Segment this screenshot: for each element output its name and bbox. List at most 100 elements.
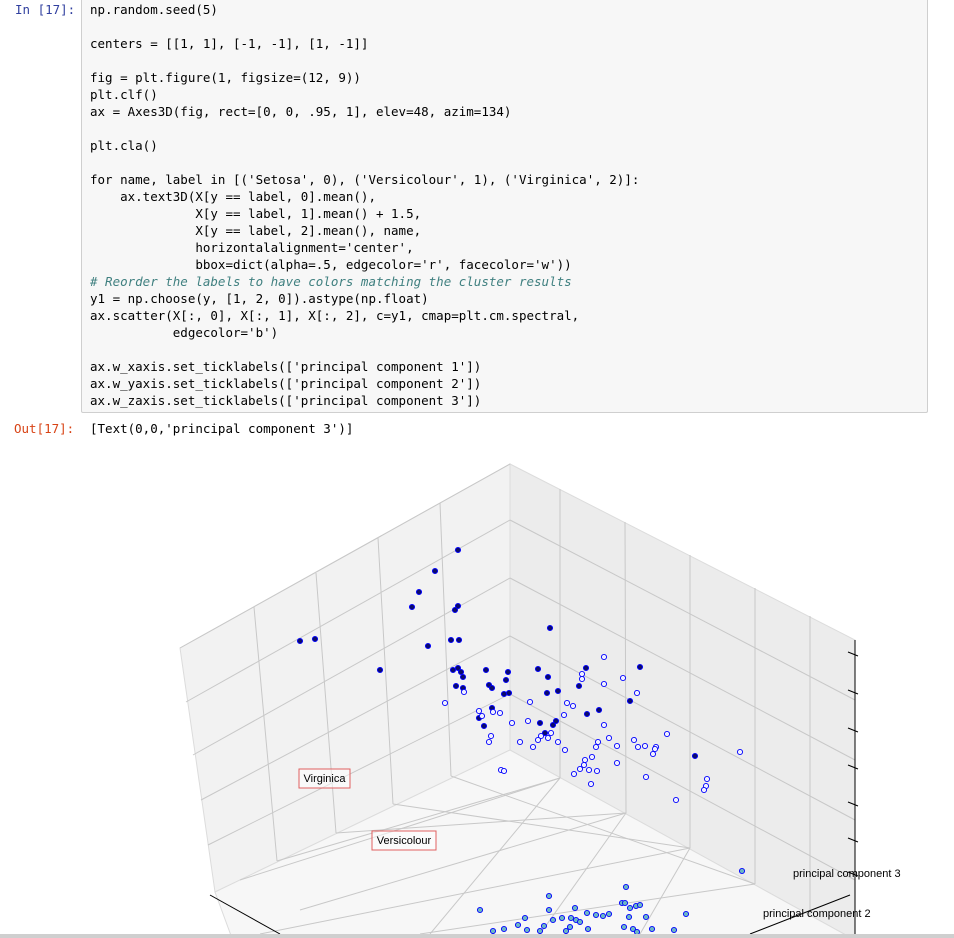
code-line-15: horizontalalignment='center', bbox=[90, 240, 414, 255]
scatter-point-s0-41 bbox=[541, 729, 549, 737]
code-line-2 bbox=[90, 18, 639, 35]
scatter-point-s0-32 bbox=[543, 689, 551, 697]
scatter-point-s2-24 bbox=[489, 927, 497, 934]
scatter-point-s1-4 bbox=[619, 674, 627, 682]
scatter-point-s2-12 bbox=[567, 914, 575, 922]
text3d-label-versicolour: Versicolour bbox=[371, 830, 437, 851]
scatter-point-s0-22 bbox=[502, 676, 510, 684]
scatter-point-s2-28 bbox=[625, 913, 633, 921]
z-tick-label: principal component 3 bbox=[793, 868, 901, 880]
scatter-point-s2-35 bbox=[670, 926, 678, 934]
scatter-point-s0-0 bbox=[454, 546, 462, 554]
scatter-point-s1-5 bbox=[633, 689, 641, 697]
scatter-point-s0-14 bbox=[454, 664, 462, 672]
scatter-point-s1-25 bbox=[544, 734, 552, 742]
grid-lines bbox=[179, 463, 856, 934]
scatter-point-s0-42 bbox=[691, 752, 699, 760]
scatter-point-s2-2 bbox=[545, 892, 553, 900]
z-axis-ticks bbox=[847, 651, 859, 877]
scatter-point-s2-5 bbox=[626, 904, 634, 912]
scatter-point-s2-30 bbox=[648, 925, 656, 933]
scatter-point-s1-7 bbox=[441, 699, 449, 707]
scatter-point-s0-20 bbox=[636, 663, 644, 671]
scatter-point-s0-40 bbox=[549, 721, 557, 729]
scatter-point-s0-30 bbox=[554, 687, 562, 695]
scatter-point-s1-10 bbox=[526, 698, 534, 706]
scatter-points bbox=[296, 546, 746, 934]
scatter-point-s2-26 bbox=[584, 925, 592, 933]
scatter-point-s0-43 bbox=[552, 717, 560, 725]
code-line-18: y1 = np.choose(y, [1, 2, 0]).astype(np.f… bbox=[90, 291, 429, 306]
scatter-point-s1-52 bbox=[672, 796, 680, 804]
code-line-16: bbox=dict(alpha=.5, edgecolor='r', facec… bbox=[90, 257, 572, 272]
scatter-point-s2-15 bbox=[592, 911, 600, 919]
scatter-point-s1-55 bbox=[500, 767, 508, 775]
scatter-point-s1-35 bbox=[587, 780, 595, 788]
scatter-point-s1-17 bbox=[563, 699, 571, 707]
scatter-point-s1-29 bbox=[594, 738, 602, 746]
scatter-point-s0-5 bbox=[408, 603, 416, 611]
scatter-point-s2-22 bbox=[500, 925, 508, 933]
code-line-11: for name, label in [('Setosa', 0), ('Ver… bbox=[90, 172, 640, 187]
scatter-point-s1-51 bbox=[700, 786, 708, 794]
scatter-point-s1-18 bbox=[569, 702, 577, 710]
code-cell-input[interactable]: np.random.seed(5) centers = [[1, 1], [-1,… bbox=[81, 0, 928, 413]
scatter-point-s0-7 bbox=[311, 635, 319, 643]
scatter-point-s2-18 bbox=[576, 918, 584, 926]
scatter-point-s1-38 bbox=[613, 742, 621, 750]
scatter-point-s1-40 bbox=[663, 730, 671, 738]
scatter-point-s0-3 bbox=[454, 602, 462, 610]
scatter-point-s0-12 bbox=[376, 666, 384, 674]
scatter-3d-plot: Virginica Versicolour principal componen… bbox=[179, 463, 901, 934]
code-line-6: plt.clf() bbox=[90, 87, 158, 102]
scatter-point-s0-39 bbox=[536, 719, 544, 727]
scatter-point-s0-9 bbox=[455, 636, 463, 644]
scatter-point-s0-19 bbox=[582, 664, 590, 672]
scatter-point-s2-33 bbox=[633, 928, 641, 934]
scatter-point-s0-21 bbox=[459, 673, 467, 681]
scatter-point-s1-54 bbox=[489, 708, 497, 716]
scatter-point-s0-37 bbox=[595, 706, 603, 714]
code-line-4 bbox=[90, 52, 639, 69]
scatter-point-s0-18 bbox=[534, 665, 542, 673]
scatter-point-s0-16 bbox=[482, 666, 490, 674]
scatter-point-s1-56 bbox=[516, 738, 524, 746]
scatter-point-s0-13 bbox=[449, 666, 457, 674]
code-line-5: fig = plt.figure(1, figsize=(12, 9)) bbox=[90, 70, 361, 85]
scatter-point-s2-31 bbox=[629, 925, 637, 933]
code-line-14: X[y == label, 2].mean(), name, bbox=[90, 223, 422, 238]
scatter-point-s2-11 bbox=[558, 914, 566, 922]
scatter-point-s2-9 bbox=[549, 916, 557, 924]
scatter-point-s0-4 bbox=[451, 606, 459, 614]
scatter-point-s2-19 bbox=[566, 923, 574, 931]
scatter-point-s2-1 bbox=[622, 883, 630, 891]
code-line-10 bbox=[90, 154, 639, 171]
y-tick-label: principal component 2 bbox=[763, 908, 871, 920]
scatter-point-s1-37 bbox=[613, 759, 621, 767]
scatter-point-s0-6 bbox=[296, 637, 304, 645]
scatter-point-s1-24 bbox=[547, 729, 555, 737]
versicolour-label: Versicolour bbox=[377, 835, 432, 847]
scatter-point-s1-2 bbox=[600, 653, 608, 661]
scatter-point-s1-42 bbox=[634, 743, 642, 751]
virginica-label: Virginica bbox=[304, 773, 347, 785]
scatter-point-s1-32 bbox=[581, 756, 589, 764]
code-line-7: ax = Axes3D(fig, rect=[0, 0, .95, 1], el… bbox=[90, 104, 512, 119]
scatter-point-s0-1 bbox=[431, 567, 439, 575]
code-line-24: ax.w_zaxis.set_ticklabels(['principal co… bbox=[90, 393, 482, 408]
scatter-point-s2-21 bbox=[514, 921, 522, 929]
scatter-point-s1-9 bbox=[496, 709, 504, 717]
scatter-point-s0-36 bbox=[583, 710, 591, 718]
scatter-point-s1-46 bbox=[649, 750, 657, 758]
scatter-point-s0-2 bbox=[415, 588, 423, 596]
code-line-22: ax.w_xaxis.set_ticklabels(['principal co… bbox=[90, 359, 482, 374]
scatter-point-s1-34 bbox=[570, 770, 578, 778]
scatter-point-s2-32 bbox=[620, 923, 628, 931]
scatter-point-s0-29 bbox=[488, 684, 496, 692]
scatter-point-s2-10 bbox=[476, 906, 484, 914]
scatter-point-s0-15 bbox=[457, 668, 465, 676]
code-editor[interactable]: np.random.seed(5) centers = [[1, 1], [-1,… bbox=[90, 1, 639, 409]
code-line-20: edgecolor='b') bbox=[90, 325, 279, 340]
scatter-point-s1-23 bbox=[534, 736, 542, 744]
scatter-point-s1-31 bbox=[588, 753, 596, 761]
